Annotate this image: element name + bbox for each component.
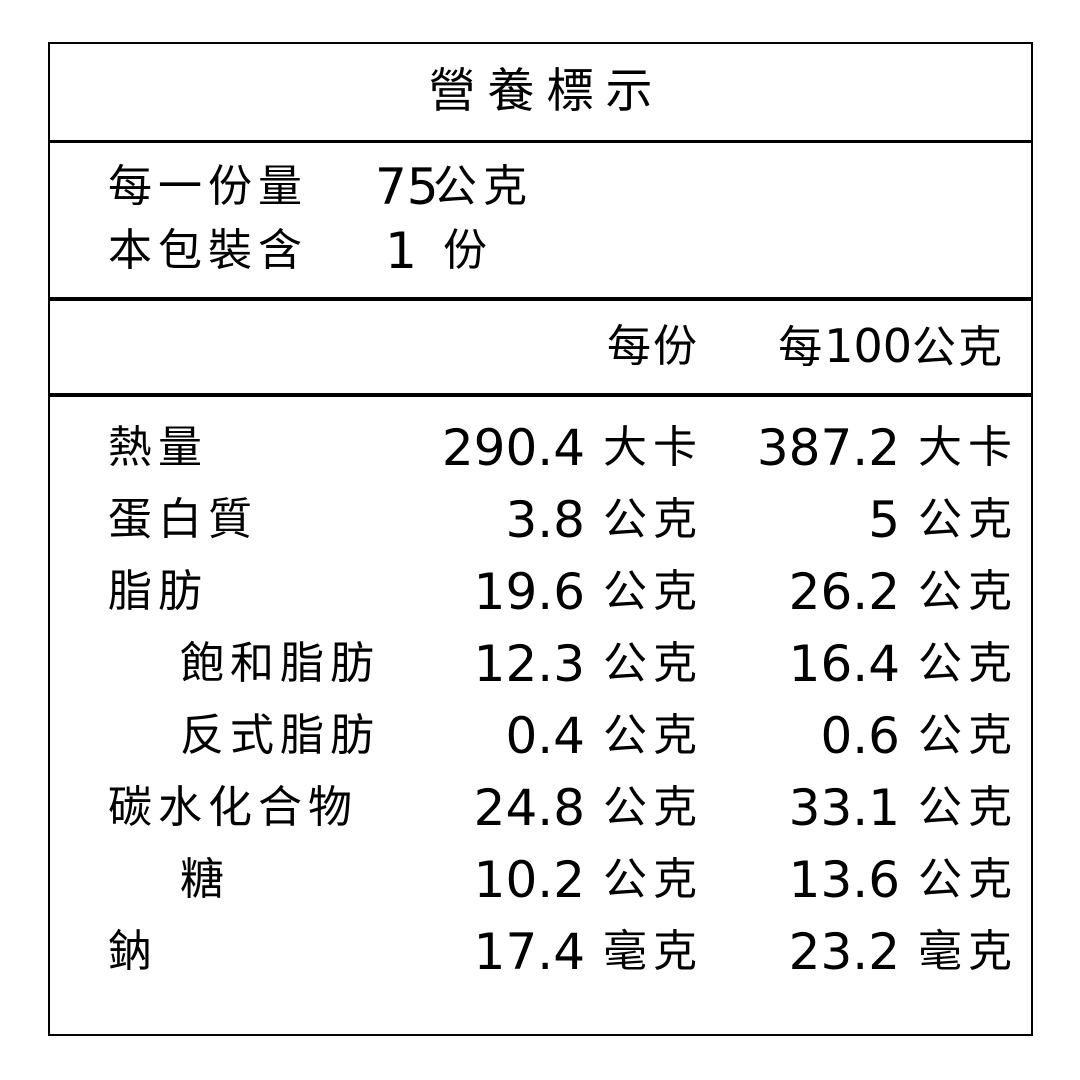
nutrient-name: 脂肪 [108,567,208,616]
per-100g-unit: 大卡 [918,423,1018,472]
header-text: 公克 [912,323,1004,372]
per-serving-unit: 公克 [603,567,703,616]
header-text: 每 [778,323,825,372]
per-100g-value: 13.6 [788,851,900,909]
label-title: 營養標示 [428,66,665,118]
label-title-section: 營養標示 [50,44,1031,143]
per-serving-unit: 公克 [603,495,703,544]
per-serving-value: 0.4 [505,707,585,765]
serving-info-section: 每一份量 75 公克本包裝含 1 份 [50,143,1031,301]
per-100g-unit: 公克 [918,783,1018,832]
per-serving-value: 24.8 [473,779,585,837]
per-100g-unit: 毫克 [918,927,1018,976]
per-100g-value: 26.2 [788,563,900,621]
table-row: 脂肪 19.6 公克 26.2 公克 [108,556,1012,628]
table-row: 熱量 290.4 大卡 387.2 大卡 [108,412,1012,484]
per-serving-value: 19.6 [473,563,585,621]
serving-line: 每一份量 75 公克 [108,155,1012,219]
per-100g-unit: 公克 [918,855,1018,904]
per-100g-unit: 公克 [918,567,1018,616]
nutrient-name: 碳水化合物 [108,783,358,832]
nutrient-name: 蛋白質 [108,495,258,544]
column-header-per-100g: 每100公克 [699,316,1012,378]
per-100g-unit: 公克 [918,711,1018,760]
per-serving-unit: 大卡 [603,423,703,472]
table-row: 飽和脂肪 12.3 公克 16.4 公克 [108,628,1012,700]
table-row: 反式脂肪 0.4 公克 0.6 公克 [108,700,1012,772]
nutrition-label-panel: 營養標示 每一份量 75 公克 本包裝含 1 份 每份 每100公克 熱量 290.4 大卡 3… [48,42,1033,1036]
serving-label: 每一份量 [108,162,308,211]
table-row: 蛋白質 3.8 公克 5 公克 [108,484,1012,556]
per-serving-unit: 毫克 [603,927,703,976]
serving-value: 75 [375,158,439,216]
nutrient-name: 糖 [180,855,230,904]
per-serving-value: 10.2 [473,851,585,909]
per-100g-value: 23.2 [788,923,900,981]
nutrient-name: 反式脂肪 [180,711,380,760]
per-serving-unit: 公克 [603,639,703,688]
per-100g-value: 16.4 [788,635,900,693]
nutrient-table: 熱量 290.4 大卡 387.2 大卡 蛋白質 3.8 公克 5 公克 脂肪 19.6 公克 26.2 公… [50,397,1031,1034]
per-100g-value: 5 [868,491,900,549]
column-header-row: 每份 每100公克 [50,301,1031,397]
per-serving-unit: 公克 [603,783,703,832]
per-serving-value: 17.4 [473,923,585,981]
per-100g-unit: 公克 [918,639,1018,688]
per-serving-unit: 公克 [603,711,703,760]
serving-unit: 公克 [433,162,533,211]
nutrient-name: 熱量 [108,423,208,472]
per-100g-value: 33.1 [788,779,900,837]
serving-line: 本包裝含 1 份 [108,219,1012,283]
table-row: 鈉 17.4 毫克 23.2 毫克 [108,916,1012,988]
serving-label: 本包裝含 [108,226,308,275]
serving-unit: 份 [443,226,493,275]
per-serving-value: 12.3 [473,635,585,693]
serving-value: 1 [385,222,417,280]
per-serving-value: 290.4 [441,419,585,477]
per-serving-unit: 公克 [603,855,703,904]
nutrient-name: 鈉 [108,927,158,976]
nutrient-name: 飽和脂肪 [180,639,380,688]
per-100g-value: 0.6 [820,707,900,765]
per-100g-value: 387.2 [756,419,900,477]
column-header-per-serving: 每份 [607,322,699,371]
header-number: 100 [824,319,912,373]
per-100g-unit: 公克 [918,495,1018,544]
table-row: 糖 10.2 公克 13.6 公克 [108,844,1012,916]
per-serving-value: 3.8 [505,491,585,549]
table-row: 碳水化合物 24.8 公克 33.1 公克 [108,772,1012,844]
